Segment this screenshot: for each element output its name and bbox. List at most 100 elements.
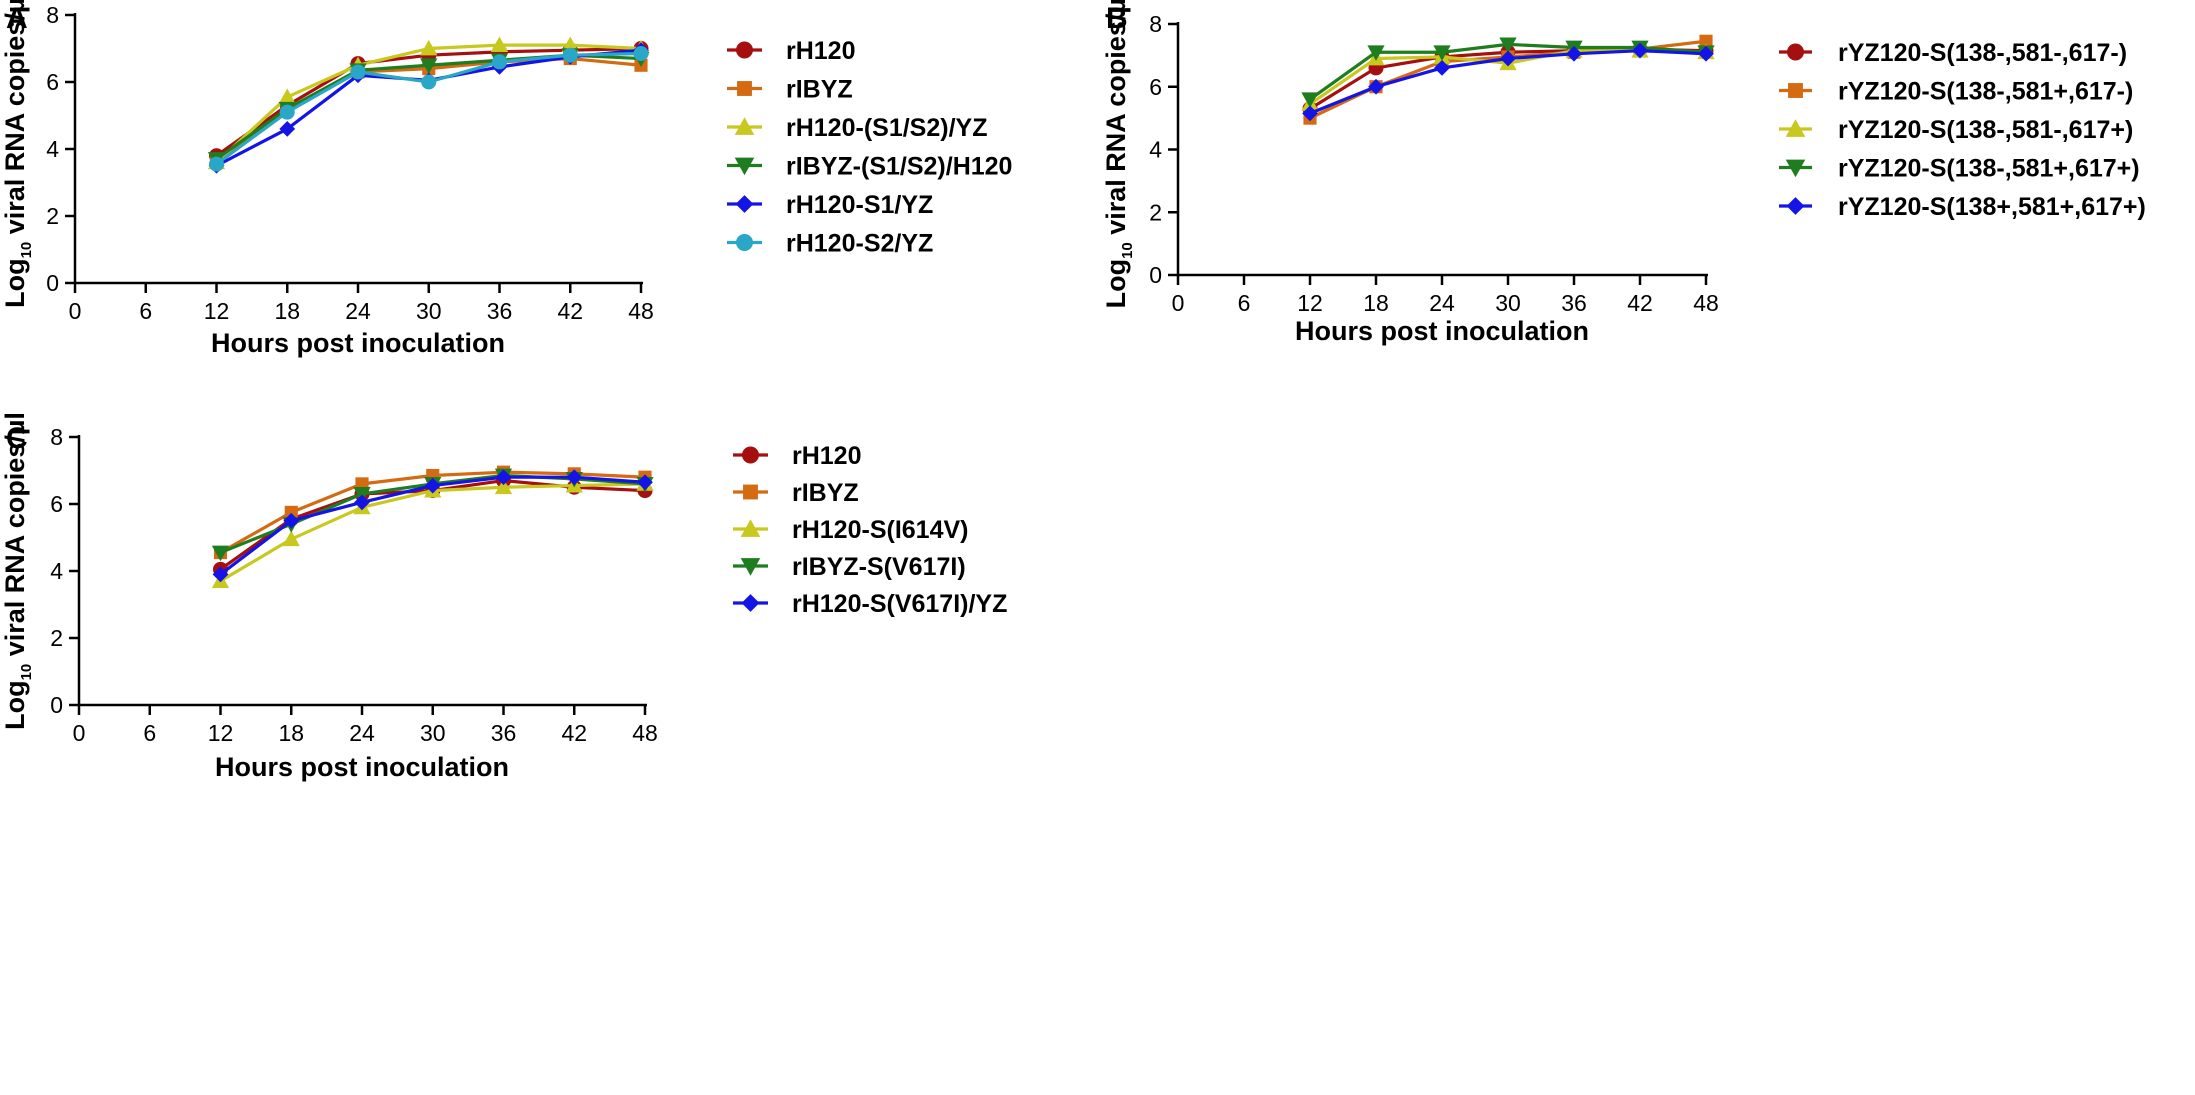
panel-c-letter: C	[6, 422, 28, 455]
panel-c-y-tick-label: 0	[50, 692, 63, 718]
panel-a-y-title: Log10 viral RNA copies/µl	[0, 0, 35, 308]
panel-a-legend-label: rIBYZ-(S1/S2)/H120	[786, 153, 1012, 181]
panel-b-legend-swatch-marker	[1785, 159, 1806, 178]
panel-b-x-tick-label: 12	[1297, 290, 1323, 316]
panel-b-x-tick-label: 48	[1693, 290, 1719, 316]
panel-a-legend-swatch-marker	[736, 41, 753, 59]
panel-c-legend-swatch-marker	[740, 519, 761, 537]
panel-b-legend-label: rYZ120-S(138-,581-,617-)	[1838, 39, 2127, 67]
panel-b-x-tick-label: 6	[1238, 290, 1251, 316]
panel-b-data-point	[1433, 45, 1451, 61]
panel-b-data-point	[1499, 37, 1517, 54]
panel-c-data-point	[424, 477, 441, 494]
panel-a-legend-swatch-marker	[736, 234, 753, 251]
panel-a-y-tick-label: 4	[46, 136, 59, 162]
panel-a-x-tick-label: 30	[416, 298, 442, 324]
panel-a-series-3	[207, 36, 650, 170]
panel-a-legend-swatch-marker	[735, 195, 754, 213]
panel-a-legend-item: rIBYZ-(S1/S2)/H120	[727, 153, 1012, 181]
panel-c-legend-label: rH120-S(V617I)/YZ	[792, 590, 1007, 618]
panel-b-data-point	[1434, 60, 1450, 76]
panel-b-x-tick-label: 36	[1561, 290, 1587, 316]
panel-b-y-tick-label: 4	[1149, 137, 1162, 163]
panel-a-y-tick-label: 6	[46, 69, 59, 95]
panel-b-data-point	[1368, 78, 1384, 95]
panel-c-x-tick-label: 24	[349, 720, 375, 746]
panel-b-legend-swatch-marker	[1785, 119, 1806, 137]
panel-c-legend-item: rIBYZ-S(V617I)	[733, 553, 966, 581]
panel-b-legend-label: rYZ120-S(138-,581-,617+)	[1838, 116, 2133, 144]
panel-c-data-point	[495, 469, 512, 486]
panel-b-legend-swatch-marker	[1788, 83, 1803, 98]
panel-a-series-6	[209, 46, 649, 172]
panel-a-legend-item: rH120-(S1/S2)/YZ	[727, 114, 987, 142]
panel-c-legend-swatch-marker	[741, 594, 760, 612]
panel-c-data-point	[566, 469, 583, 486]
panel-a-legend-label: rH120	[786, 37, 856, 65]
panel-a-data-point	[420, 39, 438, 56]
panel-a-legend: rH120 rIBYZ rH120-(S1/S2)/YZ rIBYZ-(S1/S2)/…	[727, 37, 1012, 258]
panel-c-data-point	[284, 505, 298, 519]
panel-c-data-point	[354, 494, 370, 511]
panel-a-x-tick-label: 42	[557, 298, 583, 324]
panel-b-x-tick-label: 18	[1363, 290, 1389, 316]
panel-b-data-point	[1500, 50, 1516, 67]
panel-c-data-point	[637, 474, 653, 491]
panel-b-letter: B	[1106, 2, 1128, 35]
panel-c-legend-item: rH120-S(V617I)/YZ	[733, 590, 1007, 618]
panel-c-x-tick-label: 30	[420, 720, 446, 746]
panel-a-data-point	[420, 58, 438, 74]
panel-c-legend-label: rIBYZ	[792, 479, 859, 507]
panel-a-y-tick-label: 0	[46, 270, 59, 296]
panel-a-data-point	[561, 36, 579, 53]
panel-b-data-point	[1302, 105, 1318, 122]
panel-b-data-point	[1632, 42, 1648, 59]
panel-a-legend-label: rH120-S1/YZ	[786, 191, 933, 219]
panel-b-x-title: Hours post inoculation	[1295, 316, 1589, 346]
panel-b-y-tick-label: 0	[1149, 262, 1162, 288]
panel-c-legend-label: rH120-S(I614V)	[792, 516, 968, 544]
panel-a-legend-item: rH120-S2/YZ	[727, 230, 933, 258]
panel-a-x-tick-label: 36	[487, 298, 513, 324]
panel-c-legend-label: rIBYZ-S(V617I)	[792, 553, 966, 581]
panel-c-x-tick-label: 12	[208, 720, 234, 746]
panel-b-y-tick-label: 2	[1149, 199, 1162, 225]
panel-c-data-point	[494, 478, 513, 495]
panel-c-legend-label: rH120	[792, 442, 862, 470]
panel-b-x-tick-label: 0	[1172, 290, 1185, 316]
panel-a-legend-item: rIBYZ	[727, 76, 853, 104]
panel-a-data-point	[490, 36, 509, 53]
panel-b-legend-label: rYZ120-S(138-,581+,617+)	[1838, 155, 2140, 183]
panel-c-x-tick-label: 48	[632, 720, 658, 746]
panel-c-y-title: Log10 viral RNA copies/µl	[0, 412, 35, 730]
panel-c-y-tick-label: 6	[50, 491, 63, 517]
panel-c-legend-item: rH120	[733, 442, 862, 470]
panel-a-legend-swatch-marker	[737, 81, 752, 96]
panel-a-x-tick-label: 12	[204, 298, 230, 324]
panel-a-x-tick-label: 6	[139, 298, 152, 324]
panel-c-legend-swatch-marker	[742, 446, 759, 464]
panel-a-y-tick-label: 8	[46, 2, 59, 28]
panel-a-x-tick-label: 48	[628, 298, 654, 324]
panel-a-legend-label: rIBYZ	[786, 76, 853, 104]
panel-c-y-tick-label: 8	[50, 424, 63, 450]
panel-a-legend-swatch-marker	[734, 117, 755, 135]
panel-b-series-5	[1302, 42, 1714, 122]
panel-c-data-point	[283, 512, 300, 529]
panel-a-legend-label: rH120-(S1/S2)/YZ	[786, 114, 987, 142]
panel-a-letter: A	[6, 2, 28, 35]
panel-c-x-tick-label: 0	[73, 720, 86, 746]
panel-a-data-point	[492, 54, 507, 70]
panel-c-y-tick-label: 2	[50, 625, 63, 651]
panel-c-legend-item: rIBYZ	[733, 479, 859, 507]
panel-b-legend-label: rYZ120-S(138-,581+,617-)	[1838, 78, 2133, 106]
panel-a-x-tick-label: 24	[345, 298, 371, 324]
panel-a-legend-item: rH120-S1/YZ	[727, 191, 933, 219]
panel-a-legend-swatch-marker	[734, 157, 755, 176]
panel-a-data-point	[279, 121, 296, 137]
panel-b-data-point	[1698, 45, 1714, 62]
panel-c-x-title: Hours post inoculation	[215, 752, 509, 782]
